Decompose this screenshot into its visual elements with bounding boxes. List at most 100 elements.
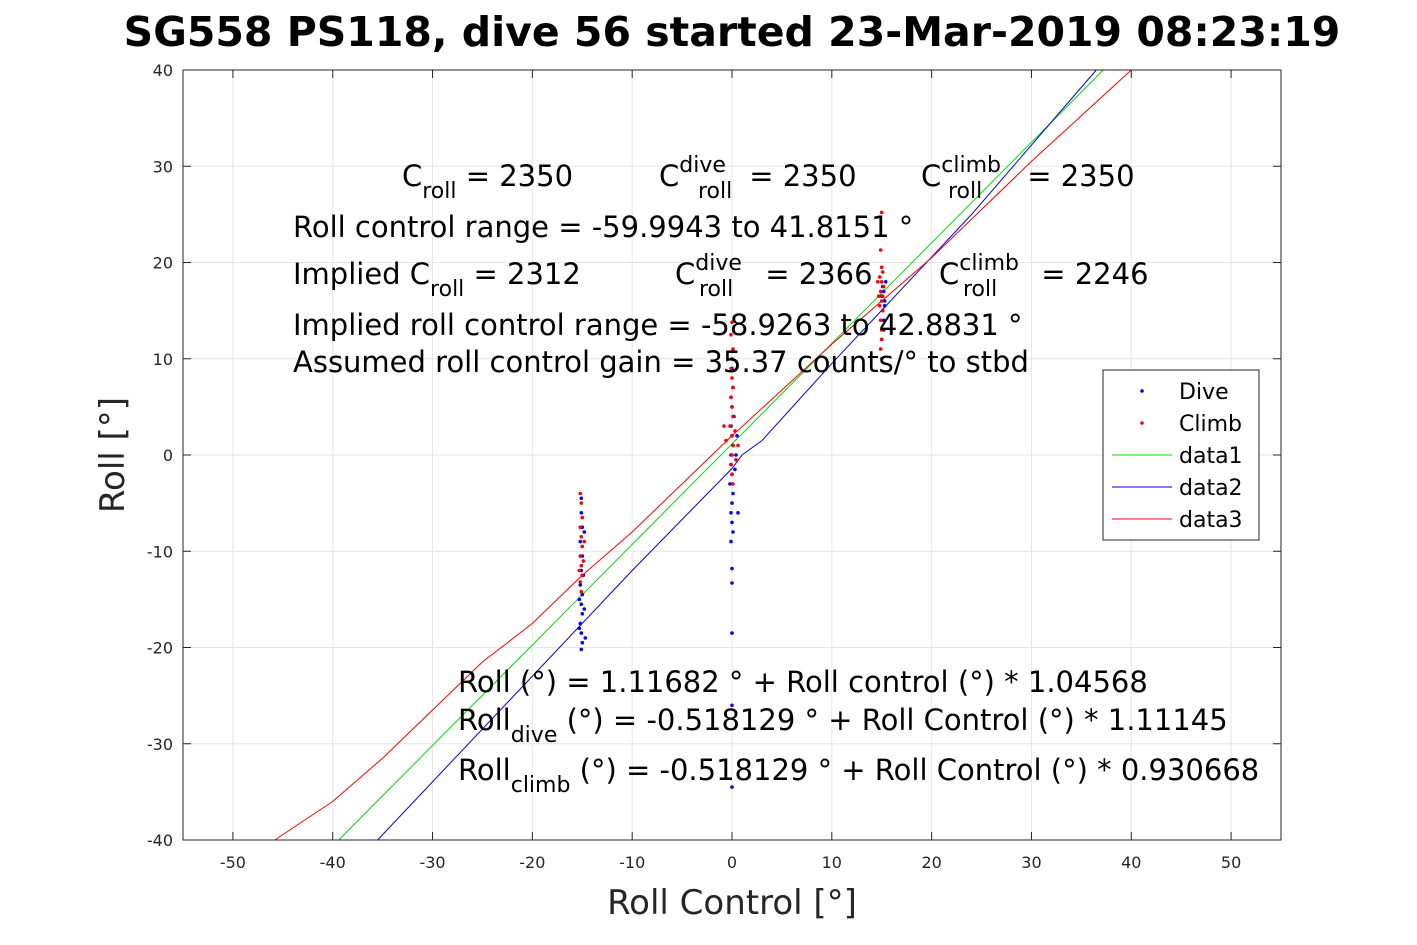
point-climb	[878, 248, 883, 252]
point-dive	[736, 511, 740, 515]
point-climb	[577, 568, 582, 573]
point-climb	[879, 328, 884, 332]
point-dive	[729, 539, 733, 544]
point-climb	[578, 525, 583, 529]
x-tick-label: 40	[1121, 853, 1141, 872]
series-line-data2	[377, 69, 1097, 841]
point-dive	[883, 280, 888, 284]
point-dive	[579, 511, 584, 515]
point-dive	[579, 496, 584, 501]
point-climb	[579, 501, 584, 505]
point-climb	[579, 589, 584, 594]
chart-title: SG558 PS118, dive 56 started 23-Mar-2019…	[124, 8, 1341, 56]
point-dive	[730, 631, 734, 635]
point-dive	[734, 453, 738, 457]
legend-label-dive: Dive	[1179, 380, 1229, 405]
point-climb	[879, 299, 884, 303]
point-climb	[875, 280, 880, 284]
point-climb	[722, 424, 726, 428]
point-climb	[729, 366, 733, 371]
point-climb	[729, 395, 733, 400]
x-tick-label: 50	[1221, 853, 1241, 872]
point-dive	[578, 621, 583, 626]
annotation-implied-c-roll-dive: Cdive roll = 2366	[675, 251, 873, 302]
point-dive	[579, 647, 584, 652]
point-dive	[730, 501, 734, 505]
series-line-data1	[338, 69, 1104, 841]
y-tick-label: 40	[153, 61, 173, 80]
axis-ticks: -50 -40 -30 -20 -10 0 10 20 30 40 50 -40 -30 -20 -10 0 1…	[147, 61, 1281, 872]
point-climb	[730, 405, 734, 409]
point-climb	[731, 443, 735, 448]
y-tick-label: -10	[147, 542, 173, 561]
point-dive	[729, 511, 733, 515]
point-dive	[730, 566, 734, 571]
point-dive	[882, 304, 887, 308]
annotation-c-roll-dive: Cdive roll = 2350	[659, 153, 857, 204]
point-climb	[578, 491, 583, 496]
legend: Dive Climb data1 data2 data3	[1102, 369, 1260, 541]
point-dive	[577, 597, 582, 602]
point-climb	[880, 308, 885, 313]
plot-area: -50 -40 -30 -20 -10 0 10 20 30 40 50 -40 -30 -20 -10 0 1…	[147, 61, 1282, 872]
point-dive	[730, 581, 734, 585]
annotation-fit-overall: Roll (°) = 1.11682 ° + Roll control (°) …	[458, 665, 1148, 699]
annotation-c-roll: Croll = 2350	[402, 159, 573, 204]
point-climb	[736, 443, 740, 448]
point-climb	[580, 544, 585, 549]
point-climb	[578, 554, 583, 558]
annotation-roll-control-range: Roll control range = -59.9943 to 41.8151…	[293, 210, 913, 244]
y-tick-label: 0	[163, 446, 173, 465]
point-climb	[879, 265, 884, 270]
legend-label-data2: data2	[1179, 476, 1243, 501]
annotation-implied-range: Implied roll control range = -58.9263 to…	[293, 308, 1023, 342]
legend-label-data3: data3	[1179, 508, 1243, 533]
y-tick-label: 20	[153, 254, 173, 273]
annotation-gain: Assumed roll control gain = 35.37 counts…	[293, 345, 1029, 379]
x-tick-label: -50	[220, 853, 246, 872]
point-climb	[729, 332, 733, 337]
annotations: Croll = 2350 Cdive roll = 2350 Cclimb roll…	[293, 153, 1259, 798]
point-climb	[731, 385, 735, 390]
point-dive	[733, 467, 737, 472]
point-climb	[878, 318, 883, 323]
y-tick-label: -20	[147, 639, 173, 658]
point-dive	[580, 612, 585, 616]
x-tick-label: -30	[419, 853, 445, 872]
x-tick-label: -40	[320, 853, 346, 872]
point-climb	[730, 357, 734, 361]
point-climb	[580, 515, 585, 520]
point-dive	[580, 640, 585, 645]
point-climb	[880, 270, 885, 274]
point-climb	[730, 434, 734, 438]
point-dive	[735, 434, 739, 438]
point-climb	[881, 284, 886, 289]
point-dive	[881, 318, 886, 323]
point-climb	[879, 337, 884, 342]
point-climb	[876, 294, 881, 299]
y-tick-label: -40	[147, 831, 173, 850]
x-tick-label: 30	[1021, 853, 1041, 872]
point-climb	[582, 539, 587, 544]
point-climb	[880, 294, 885, 299]
point-dive	[578, 583, 583, 587]
x-axis-label: Roll Control [°]	[607, 883, 857, 923]
y-tick-label: 30	[153, 157, 173, 176]
annotation-fit-climb: Rollclimb (°) = -0.518129 ° + Roll Contr…	[458, 753, 1259, 798]
point-dive	[582, 607, 587, 611]
point-dive	[728, 482, 732, 486]
point-dive	[579, 631, 584, 635]
point-climb	[578, 580, 583, 584]
point-climb	[879, 280, 884, 284]
x-tick-label: -10	[619, 853, 645, 872]
legend-marker-climb	[1140, 421, 1144, 425]
data-points	[577, 210, 888, 789]
point-dive	[730, 785, 734, 789]
point-climb	[879, 357, 884, 361]
legend-label-data1: data1	[1179, 444, 1243, 469]
point-dive	[578, 539, 583, 544]
point-climb	[878, 289, 883, 294]
point-climb	[730, 320, 734, 325]
point-dive	[730, 703, 734, 708]
